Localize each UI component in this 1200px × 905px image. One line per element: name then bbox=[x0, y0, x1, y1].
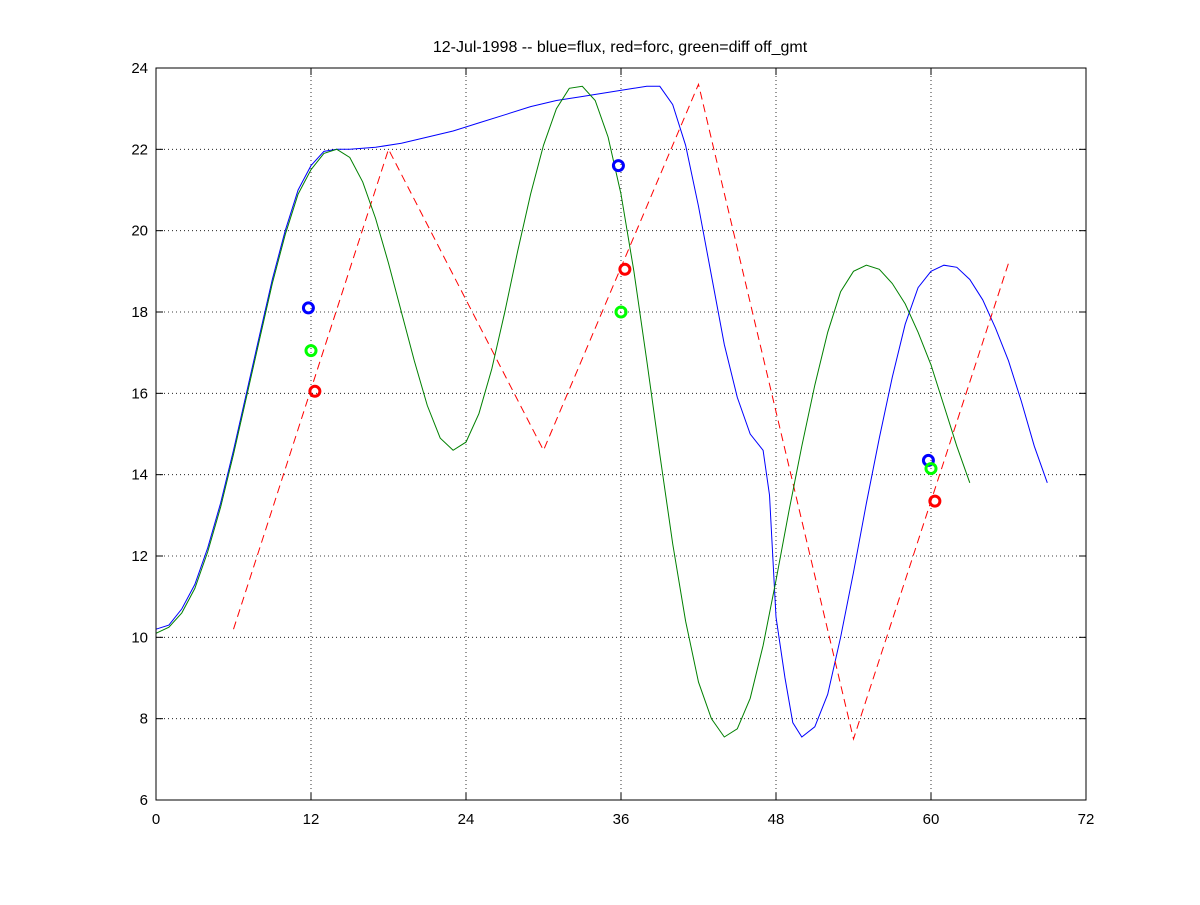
x-tick-label: 48 bbox=[768, 811, 785, 828]
y-tick-label: 18 bbox=[131, 304, 148, 321]
marker-group bbox=[301, 159, 942, 508]
axis-ticks: 0 12 24 36 48 60 72 6 8 10 12 14 16 18 20 22 24 bbox=[131, 60, 1094, 828]
chart-title: 12-Jul-1998 -- blue=flux, red=forc, gree… bbox=[433, 39, 808, 56]
y-tick-label: 12 bbox=[131, 548, 148, 565]
series-line-0 bbox=[155, 85, 1048, 738]
x-tick-label: 72 bbox=[1078, 811, 1095, 828]
y-tick-label: 6 bbox=[140, 792, 148, 809]
x-tick-label: 0 bbox=[152, 811, 160, 828]
data-point-marker bbox=[618, 262, 632, 276]
y-tick-label: 24 bbox=[131, 60, 148, 77]
y-tick-label: 16 bbox=[131, 385, 148, 402]
x-tick-label: 36 bbox=[613, 811, 630, 828]
data-point-marker bbox=[308, 384, 322, 398]
data-point-marker bbox=[301, 301, 315, 315]
x-tick-label: 60 bbox=[923, 811, 940, 828]
y-tick-label: 22 bbox=[131, 141, 148, 158]
data-point-marker bbox=[614, 305, 628, 319]
data-point-marker bbox=[924, 462, 938, 476]
data-point-marker bbox=[611, 159, 625, 173]
y-tick-label: 14 bbox=[131, 467, 148, 484]
data-point-marker bbox=[928, 494, 942, 508]
y-tick-label: 10 bbox=[131, 629, 148, 646]
series-line-2 bbox=[155, 85, 971, 738]
data-point-marker bbox=[304, 344, 318, 358]
y-tick-label: 8 bbox=[140, 711, 148, 728]
x-tick-label: 24 bbox=[458, 811, 475, 828]
grid bbox=[156, 68, 1086, 800]
x-tick-label: 12 bbox=[303, 811, 320, 828]
y-tick-label: 20 bbox=[131, 223, 148, 240]
